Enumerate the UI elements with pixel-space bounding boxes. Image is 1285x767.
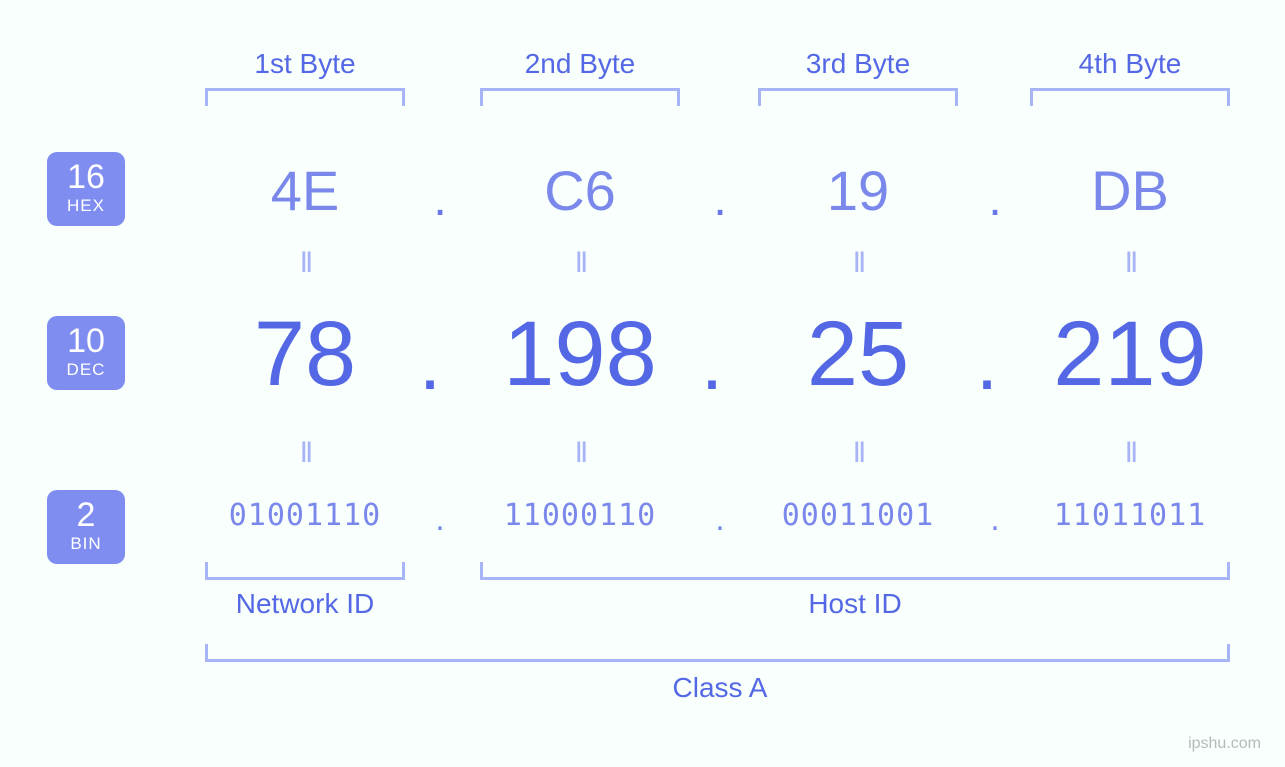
dec-dot-3: .	[967, 316, 1007, 408]
eq-db-1: II	[205, 436, 405, 470]
dec-byte-3: 25	[738, 302, 978, 407]
bin-dot-1: .	[420, 500, 460, 539]
dec-dot-1: .	[410, 316, 450, 408]
hex-byte-1: 4E	[205, 158, 405, 223]
bin-byte-2: 11000110	[460, 498, 700, 533]
bin-dot-2: .	[700, 500, 740, 539]
label-network-id: Network ID	[225, 588, 385, 620]
badge-bin: 2 BIN	[47, 490, 125, 564]
hex-byte-3: 19	[758, 158, 958, 223]
bracket-top-4	[1030, 88, 1230, 106]
eq-hd-2: II	[480, 246, 680, 280]
bracket-host	[480, 562, 1230, 580]
dec-dot-2: .	[692, 316, 732, 408]
label-host-id: Host ID	[795, 588, 915, 620]
byte-header-4: 4th Byte	[1030, 48, 1230, 80]
badge-dec-num: 10	[47, 324, 125, 358]
eq-db-2: II	[480, 436, 680, 470]
hex-dot-2: .	[700, 172, 740, 227]
eq-hd-4: II	[1030, 246, 1230, 280]
bracket-top-1	[205, 88, 405, 106]
badge-dec: 10 DEC	[47, 316, 125, 390]
label-class: Class A	[665, 672, 775, 704]
eq-hd-1: II	[205, 246, 405, 280]
watermark: ipshu.com	[1188, 735, 1261, 753]
hex-dot-1: .	[420, 172, 460, 227]
hex-byte-4: DB	[1030, 158, 1230, 223]
bin-byte-1: 01001110	[185, 498, 425, 533]
bracket-network	[205, 562, 405, 580]
byte-header-2: 2nd Byte	[480, 48, 680, 80]
badge-hex: 16 HEX	[47, 152, 125, 226]
hex-dot-3: .	[975, 172, 1015, 227]
badge-bin-num: 2	[47, 498, 125, 532]
eq-db-3: II	[758, 436, 958, 470]
dec-byte-2: 198	[460, 302, 700, 407]
hex-byte-2: C6	[480, 158, 680, 223]
eq-db-4: II	[1030, 436, 1230, 470]
byte-header-1: 1st Byte	[205, 48, 405, 80]
dec-byte-1: 78	[185, 302, 425, 407]
badge-hex-num: 16	[47, 160, 125, 194]
bracket-top-2	[480, 88, 680, 106]
bin-byte-3: 00011001	[738, 498, 978, 533]
bin-dot-3: .	[975, 500, 1015, 539]
byte-header-3: 3rd Byte	[758, 48, 958, 80]
bin-byte-4: 11011011	[1010, 498, 1250, 533]
badge-dec-txt: DEC	[47, 360, 125, 380]
dec-byte-4: 219	[1010, 302, 1250, 407]
bracket-top-3	[758, 88, 958, 106]
badge-hex-txt: HEX	[47, 196, 125, 216]
bracket-class	[205, 644, 1230, 662]
eq-hd-3: II	[758, 246, 958, 280]
badge-bin-txt: BIN	[47, 534, 125, 554]
ip-diagram: 1st Byte 2nd Byte 3rd Byte 4th Byte 16 H…	[0, 0, 1285, 767]
